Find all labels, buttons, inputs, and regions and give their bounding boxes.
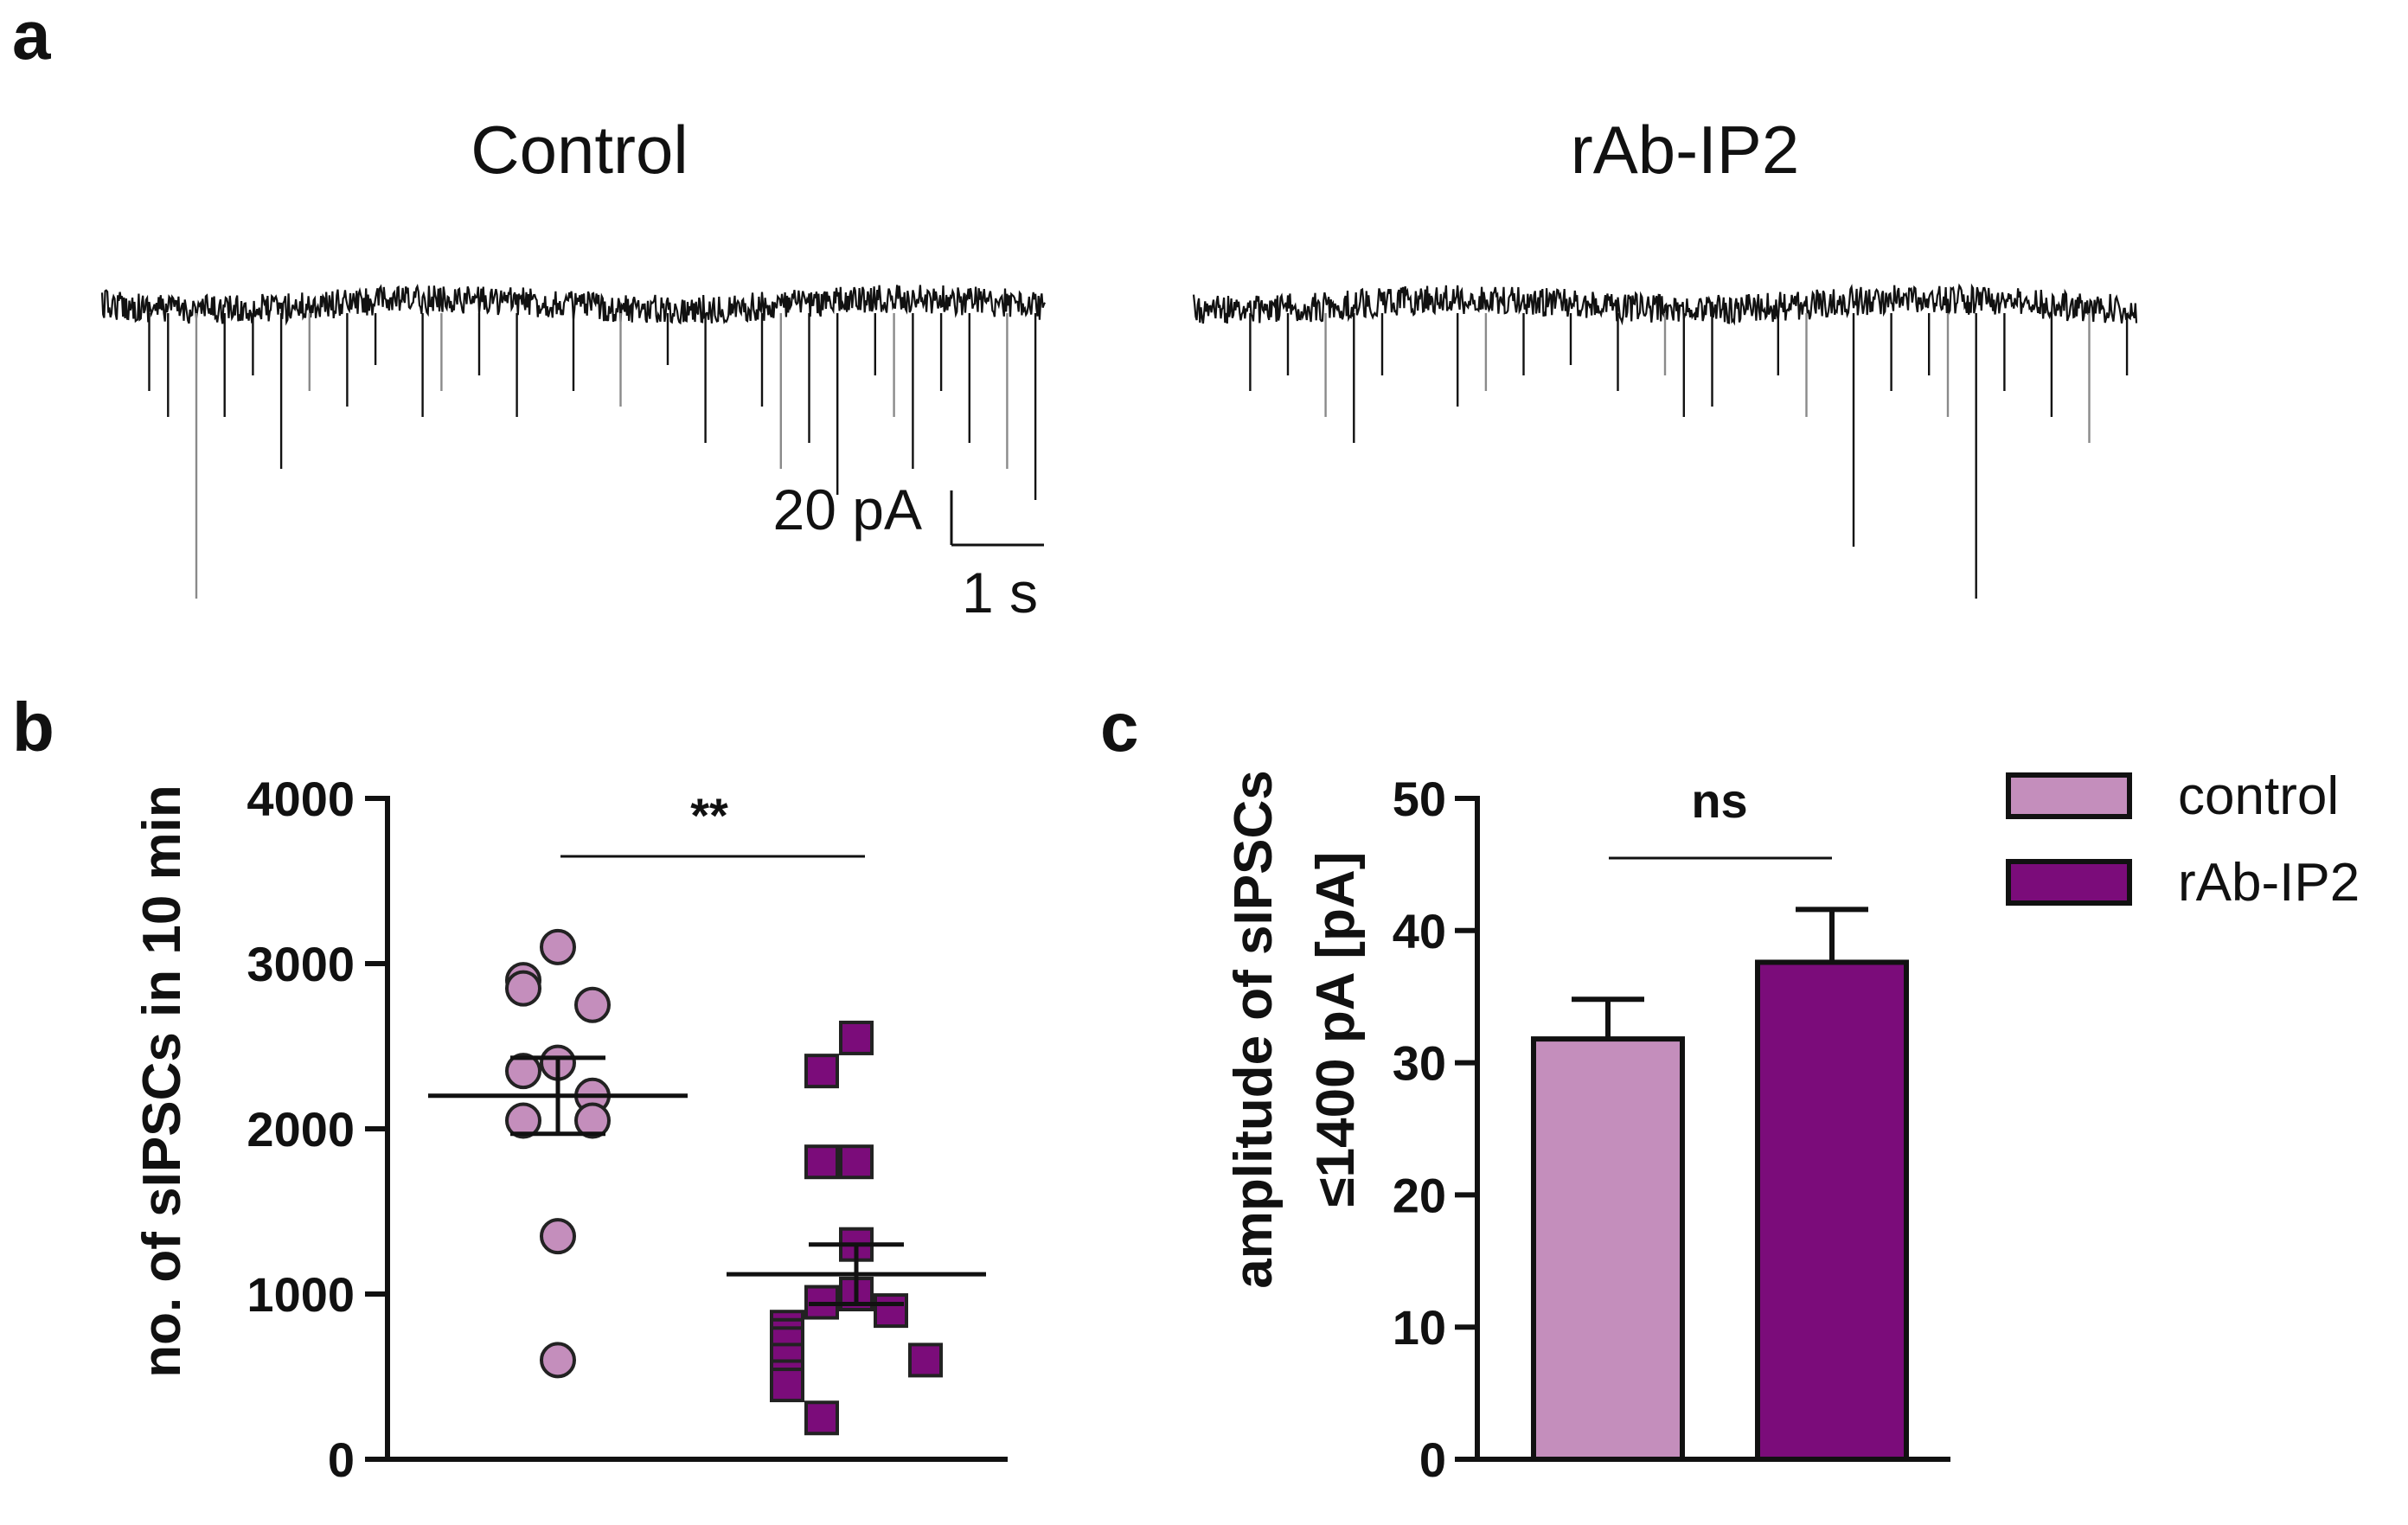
panel-b-scatter: no. of sIPSCs in 10 min 0 1000 2000 3000 400… [132, 772, 1008, 1487]
data-point-control [540, 928, 576, 965]
trace-rab [1192, 283, 2138, 326]
data-point-rab [804, 1144, 839, 1180]
bar-control [1531, 1036, 1685, 1462]
data-point-rab [908, 1342, 943, 1378]
data-point-rab [804, 1054, 839, 1089]
legend-label-control: control [2178, 766, 2339, 826]
panel-label-c: c [1100, 689, 1139, 766]
data-point-rab [874, 1293, 908, 1329]
panel-b-tick-label: 1000 [247, 1267, 355, 1322]
data-point-control [505, 1053, 541, 1090]
trace-rab-events [1249, 313, 2129, 599]
panel-label-b: b [12, 689, 54, 766]
panel-b-ylabel: no. of sIPSCs in 10 min [132, 785, 192, 1378]
panel-c-tick-label: 10 [1393, 1300, 1446, 1355]
panel-c-ticks: 0 10 20 30 40 50 [1393, 772, 1477, 1487]
trace-title-control: Control [471, 112, 688, 188]
panel-c-ylabel-line2: ≤1400 pA [pA] [1306, 852, 1366, 1208]
data-point-control [505, 970, 541, 1007]
data-point-rab [804, 1400, 839, 1436]
panel-c-tick-label: 50 [1393, 772, 1446, 826]
legend-label-rab: rAb-IP2 [2178, 853, 2360, 913]
data-point-rab [770, 1368, 804, 1403]
data-point-rab [839, 1144, 874, 1180]
data-point-control [540, 1342, 576, 1379]
panel-c-tick-label: 20 [1393, 1168, 1446, 1222]
panel-b-mean-sem [428, 1055, 986, 1306]
panel-label-a: a [12, 0, 51, 74]
trace-title-rab: rAb-IP2 [1571, 112, 1799, 188]
scale-bar-y-label: 20 pA [773, 477, 922, 541]
panel-b-tick-label: 4000 [247, 772, 355, 826]
panel-b-significance: ** [690, 788, 728, 843]
panel-c-ylabel-line1: amplitude of sIPSCs [1224, 770, 1284, 1288]
panel-c-bar: amplitude of sIPSCs ≤1400 pA [pA] 0 10 20 3… [1224, 770, 1950, 1487]
panel-c-bars [1531, 907, 1909, 1463]
scale-bar-x-label: 1 s [962, 561, 1038, 625]
data-point-control [574, 1102, 611, 1139]
legend-swatch-control [2006, 772, 2132, 819]
panel-c-tick-label: 40 [1393, 904, 1446, 958]
panel-b-ticks: 0 1000 2000 3000 4000 [247, 772, 387, 1487]
trace-control-events [148, 313, 1037, 599]
legend: control rAb-IP2 [2006, 766, 2360, 913]
legend-swatch-rab [2006, 859, 2132, 906]
data-point-control [574, 986, 611, 1023]
data-point-control [540, 1218, 576, 1255]
panel-a-traces: Control rAb-IP2 20 pA 1 s [100, 112, 2138, 625]
panel-b-points [505, 928, 943, 1436]
panel-b-tick-label: 2000 [247, 1102, 355, 1157]
panel-b-tick-label: 0 [328, 1432, 355, 1487]
data-point-control [505, 1102, 541, 1139]
panel-c-tick-label: 0 [1419, 1432, 1446, 1487]
panel-b-tick-label: 3000 [247, 937, 355, 991]
bar-rab [1755, 959, 1909, 1463]
panel-c-significance: ns [1691, 773, 1747, 828]
data-point-rab [839, 1020, 874, 1055]
panel-c-tick-label: 30 [1393, 1036, 1446, 1091]
